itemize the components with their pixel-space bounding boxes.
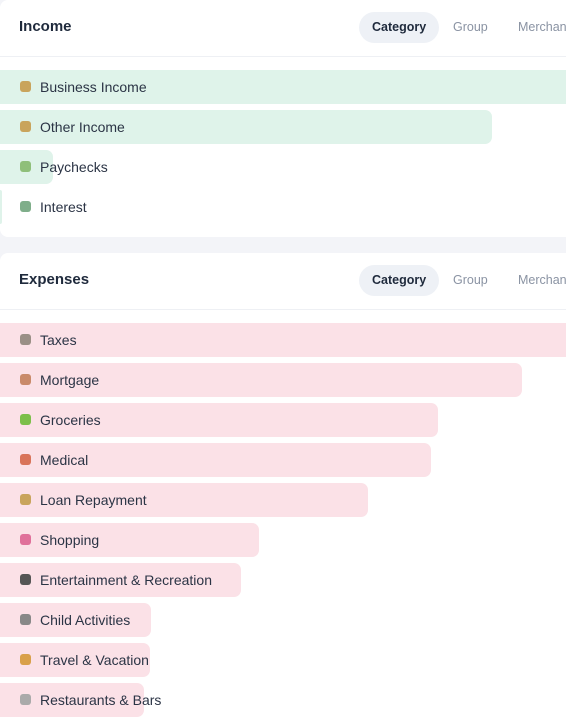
row-label[interactable]: Business Income [40,79,147,95]
bar [0,110,492,144]
icon [20,414,31,425]
icon [20,201,31,212]
tab[interactable]: Group [453,20,488,34]
icon [20,121,31,132]
bar [0,483,368,517]
icon [20,81,31,92]
row-label[interactable]: Groceries [40,412,101,428]
bar [0,523,259,557]
tab[interactable]: Category [359,265,440,296]
icon [20,494,31,505]
row-label[interactable]: Medical [40,452,89,468]
section-card: Expenses Category Group Merchant Taxes Mortga… [0,253,566,720]
icon [20,694,31,705]
row-label[interactable]: Paychecks [40,159,108,175]
row-label[interactable]: Child Activities [40,612,131,628]
icon [20,334,31,345]
tab[interactable]: Category [359,12,440,43]
row-label[interactable]: Restaurants & Bars [40,692,162,708]
section-title: Income [19,18,72,35]
icon [20,614,31,625]
icon [20,534,31,545]
bar [0,323,566,357]
row-label[interactable]: Travel & Vacation [40,652,149,668]
row-label[interactable]: Mortgage [40,372,100,388]
tab[interactable]: Merchant [518,20,566,34]
bar [0,443,431,477]
row-label[interactable]: Loan Repayment [40,492,147,508]
row-label[interactable]: Taxes [40,332,77,348]
divider [0,309,566,310]
icon [20,454,31,465]
row-label[interactable]: Shopping [40,532,100,548]
section-card: Income Category Group Merchant Business Inco… [0,0,566,237]
tab[interactable]: Group [453,273,488,287]
divider [0,56,566,57]
bar [0,190,2,224]
tab[interactable]: Merchant [518,273,566,287]
row-label[interactable]: Entertainment & Recreation [40,572,212,588]
bar [0,363,522,397]
bar [0,403,438,437]
icon [20,654,31,665]
row-label[interactable]: Other Income [40,119,125,135]
bar [0,563,241,597]
icon [20,161,31,172]
row-label[interactable]: Interest [40,199,87,215]
icon [20,574,31,585]
bar [0,70,566,104]
section-title: Expenses [19,271,90,288]
icon [20,374,31,385]
